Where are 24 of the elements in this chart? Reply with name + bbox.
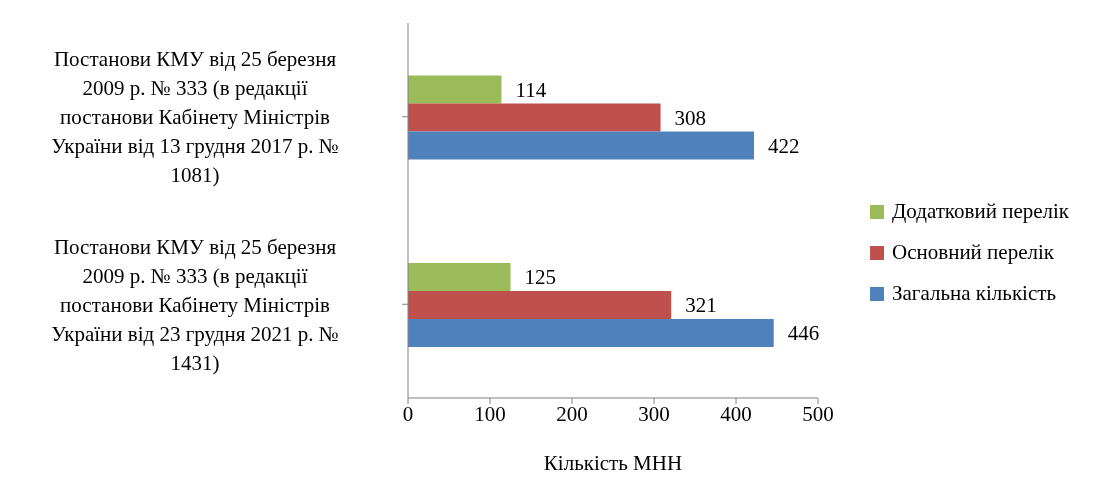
y-tick-label: Постанови КМУ від 25 березня 2009 р. № 333 (в редакції постанови Кабінету Міністрів України від 13 грудня 2017 р. № 1081) (51, 47, 339, 188)
x-tick-label: 400 (720, 401, 752, 426)
bar (408, 319, 774, 347)
data-label: 125 (524, 265, 556, 290)
data-label: 321 (685, 293, 717, 318)
x-tick-label: 100 (474, 401, 506, 426)
x-tick-label: 200 (556, 401, 588, 426)
legend-label: Додатковий перелік (892, 199, 1070, 224)
data-label: 308 (674, 105, 707, 130)
data-label: 114 (515, 77, 547, 102)
data-label: 422 (768, 133, 800, 158)
x-tick-label: 300 (638, 401, 670, 426)
legend-label: Основний перелік (892, 240, 1055, 265)
bar (408, 291, 672, 319)
x-tick-label: 0 (402, 401, 414, 426)
data-label: 446 (787, 321, 820, 346)
x-axis-title: Кількість МНН (543, 451, 683, 475)
y-tick-label: Постанови КМУ від 25 березня 2009 р. № 333 (в редакції постанови Кабінету Міністрів України від 23 грудня 2021 р. № 1431) (51, 234, 339, 375)
x-tick-label: 500 (802, 401, 834, 426)
bar (408, 131, 755, 160)
bar (408, 263, 511, 291)
bar (408, 75, 502, 104)
bar (408, 103, 661, 132)
legend-label: Загальна кількість (892, 281, 1057, 306)
